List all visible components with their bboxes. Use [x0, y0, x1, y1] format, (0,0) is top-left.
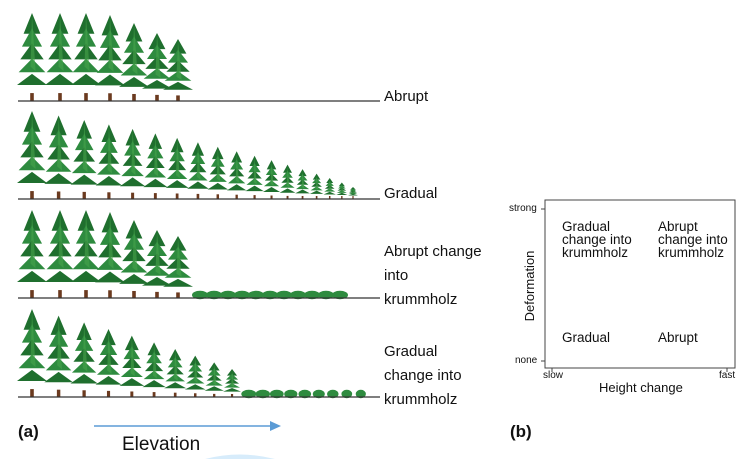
x-tick-label-fast: fast: [719, 370, 736, 381]
row-label-abrupt-krummholz: Abrupt change into krummholz: [384, 243, 482, 308]
row-label-abrupt: Abrupt: [384, 88, 429, 105]
row-label-gradual-krummholz: Gradual change into krummholz: [384, 343, 462, 408]
panel-b-label: (b): [510, 422, 532, 441]
tree: [163, 236, 193, 298]
krummholz-shrub: [312, 389, 325, 399]
krummholz-shrub: [318, 290, 334, 300]
tree: [119, 128, 146, 199]
tree: [17, 210, 47, 298]
tree: [95, 15, 125, 101]
krummholz-shrub: [304, 290, 320, 300]
krummholz-shrub: [241, 389, 257, 399]
tree-rows: [17, 13, 380, 399]
tree: [336, 182, 348, 199]
krummholz-shrub: [262, 290, 278, 300]
tree: [45, 13, 75, 101]
tree: [164, 349, 187, 397]
tree: [70, 119, 99, 199]
tree: [226, 151, 247, 199]
tree: [17, 13, 47, 101]
tree: [95, 124, 123, 199]
tree: [295, 169, 310, 199]
elevation-arrow: [94, 421, 281, 431]
krummholz-shrub: [298, 389, 312, 399]
tree: [142, 33, 172, 101]
tree: [119, 220, 149, 298]
y-tick-label-none: none: [515, 355, 538, 366]
krummholz-shrub: [192, 290, 208, 300]
tree: [323, 178, 336, 199]
tree: [207, 146, 229, 199]
krummholz-shrub: [355, 389, 366, 399]
krummholz-shrub: [269, 389, 284, 399]
tree: [95, 329, 122, 397]
tree: [309, 173, 324, 199]
krummholz-shrub: [341, 389, 353, 399]
tree: [204, 362, 224, 397]
krummholz-shrub: [220, 290, 236, 300]
elevation-label: Elevation: [122, 434, 201, 455]
panel-a-label: (a): [18, 422, 39, 441]
x-axis-title: Height change: [599, 380, 683, 395]
tree: [184, 355, 206, 397]
krummholz-shrub: [290, 290, 306, 300]
quadrant-top-right: Abrupt change into krummholz: [658, 219, 728, 260]
panel-b-plot: [541, 199, 736, 372]
tree: [348, 187, 358, 199]
tree: [17, 111, 47, 199]
tree: [70, 322, 98, 397]
krummholz-shrub: [255, 389, 270, 399]
tree: [223, 369, 242, 397]
x-tick-label-slow: slow: [543, 370, 564, 381]
tree: [143, 133, 168, 199]
krummholz-shrub: [206, 290, 222, 300]
y-axis-title: Deformation: [522, 250, 537, 322]
tree: [17, 309, 47, 397]
plot-frame: [544, 199, 736, 369]
tree: [44, 315, 73, 397]
krummholz-shrub: [284, 389, 298, 399]
krummholz-shrub: [276, 290, 292, 300]
tree: [71, 210, 101, 298]
quadrant-bottom-left: Gradual: [562, 330, 611, 345]
row-label-gradual: Gradual: [384, 185, 438, 202]
tree: [71, 13, 101, 101]
tree: [279, 164, 296, 199]
tree: [245, 155, 264, 199]
tree: [119, 23, 149, 101]
quadrant-bottom-right: Abrupt: [658, 330, 698, 345]
tree: [165, 137, 189, 199]
tree: [263, 160, 281, 199]
tree: [119, 335, 145, 397]
tree: [44, 115, 74, 199]
decorative-swoosh: [205, 454, 275, 459]
y-tick-label-strong: strong: [509, 203, 537, 214]
tree: [45, 210, 75, 298]
quadrant-top-left: Gradual change into krummholz: [562, 219, 632, 260]
krummholz-shrub: [327, 389, 339, 399]
tree: [95, 212, 125, 298]
krummholz-shrub: [234, 290, 250, 300]
tree: [163, 39, 193, 101]
tree: [142, 230, 172, 298]
tree: [187, 142, 209, 199]
krummholz-shrub: [248, 290, 264, 300]
krummholz-shrub: [332, 290, 348, 300]
tree: [142, 342, 166, 397]
